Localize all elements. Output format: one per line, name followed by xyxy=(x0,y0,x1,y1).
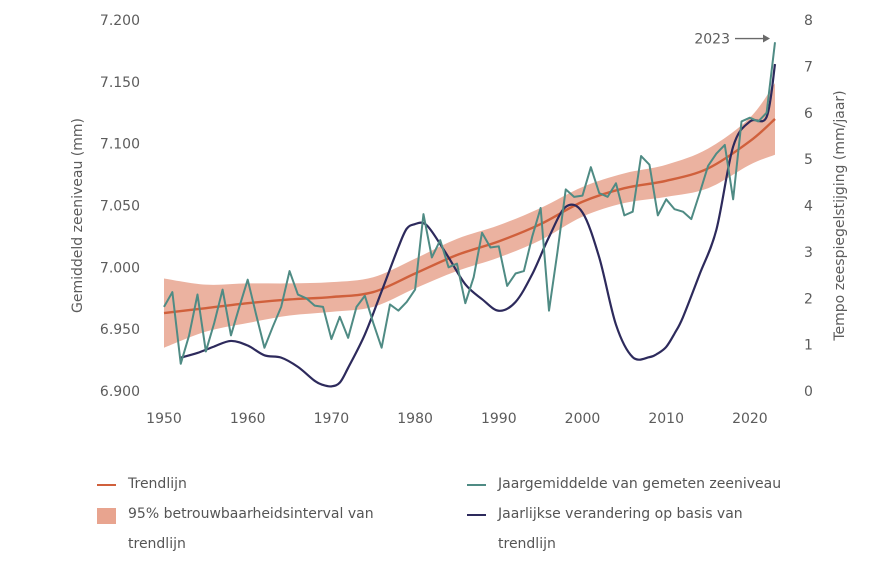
y-left-tick-label: 6.950 xyxy=(100,322,140,338)
y-left-tick-label: 7.000 xyxy=(100,260,140,276)
legend-item-annual-mean: Jaargemiddelde van gemeten zeeniveau xyxy=(467,475,781,499)
annual-change-line xyxy=(180,63,777,388)
y-right-tick-label: 8 xyxy=(804,13,813,29)
x-tick-label: 2010 xyxy=(648,411,684,427)
sea-level-chart: 1950 1960 1970 1980 1990 2000 2010 2020 6.900 6.9… xyxy=(70,13,848,427)
legend-item-trendlijn: Trendlijn xyxy=(97,475,187,499)
annual-mean-line xyxy=(163,42,776,365)
legend-swatch-annual-mean xyxy=(467,484,486,486)
y-right-tick-label: 3 xyxy=(804,245,813,261)
legend-label-trendlijn: Trendlijn xyxy=(128,476,187,492)
x-tick-label: 1990 xyxy=(481,411,517,427)
legend-swatch-confidence-band xyxy=(97,508,116,524)
legend-label-annual-change-line2: trendlijn xyxy=(498,536,556,552)
x-tick-label: 2020 xyxy=(732,411,768,427)
confidence-band xyxy=(164,83,775,348)
y-left-tick-label: 7.150 xyxy=(100,75,140,91)
y-left-tick-label: 6.900 xyxy=(100,384,140,400)
legend-label-confidence-band-line2: trendlijn xyxy=(128,536,186,552)
legend-item-confidence-band: 95% betrouwbaarheidsinterval van trendli… xyxy=(97,505,374,559)
annotation-arrow-head xyxy=(763,34,770,43)
y-right-tick-label: 0 xyxy=(804,384,813,400)
y-right-tick-label: 6 xyxy=(804,106,813,122)
x-tick-label: 1950 xyxy=(146,411,182,427)
legend-swatch-trendlijn xyxy=(97,484,116,486)
x-tick-label: 1970 xyxy=(314,411,350,427)
y-right-axis-title: Tempo zeespiegelstijging (mm/jaar) xyxy=(832,90,848,341)
y-left-tick-label: 7.200 xyxy=(100,13,140,29)
legend-label-confidence-band-line1: 95% betrouwbaarheidsinterval van xyxy=(128,506,374,522)
y-right-tick-label: 5 xyxy=(804,152,813,168)
x-tick-label: 1980 xyxy=(397,411,433,427)
y-right-tick-label: 1 xyxy=(804,338,813,354)
legend-label-annual-mean: Jaargemiddelde van gemeten zeeniveau xyxy=(498,476,782,492)
annotation-2023-label: 2023 xyxy=(694,32,730,48)
y-left-tick-label: 7.100 xyxy=(100,137,140,153)
y-right-tick-label: 2 xyxy=(804,291,813,307)
legend-swatch-annual-change xyxy=(467,514,486,516)
y-right-tick-label: 7 xyxy=(804,59,813,75)
x-tick-label: 1960 xyxy=(230,411,266,427)
trend-line xyxy=(163,118,776,315)
y-right-tick-label: 4 xyxy=(804,199,813,215)
legend-item-annual-change: Jaarlijkse verandering op basis van tren… xyxy=(467,505,743,559)
y-left-axis-title: Gemiddeld zeeniveau (mm) xyxy=(70,118,86,313)
y-left-tick-label: 7.050 xyxy=(100,199,140,215)
legend-label-annual-change-line1: Jaarlijkse verandering op basis van xyxy=(498,506,743,522)
x-tick-label: 2000 xyxy=(565,411,601,427)
